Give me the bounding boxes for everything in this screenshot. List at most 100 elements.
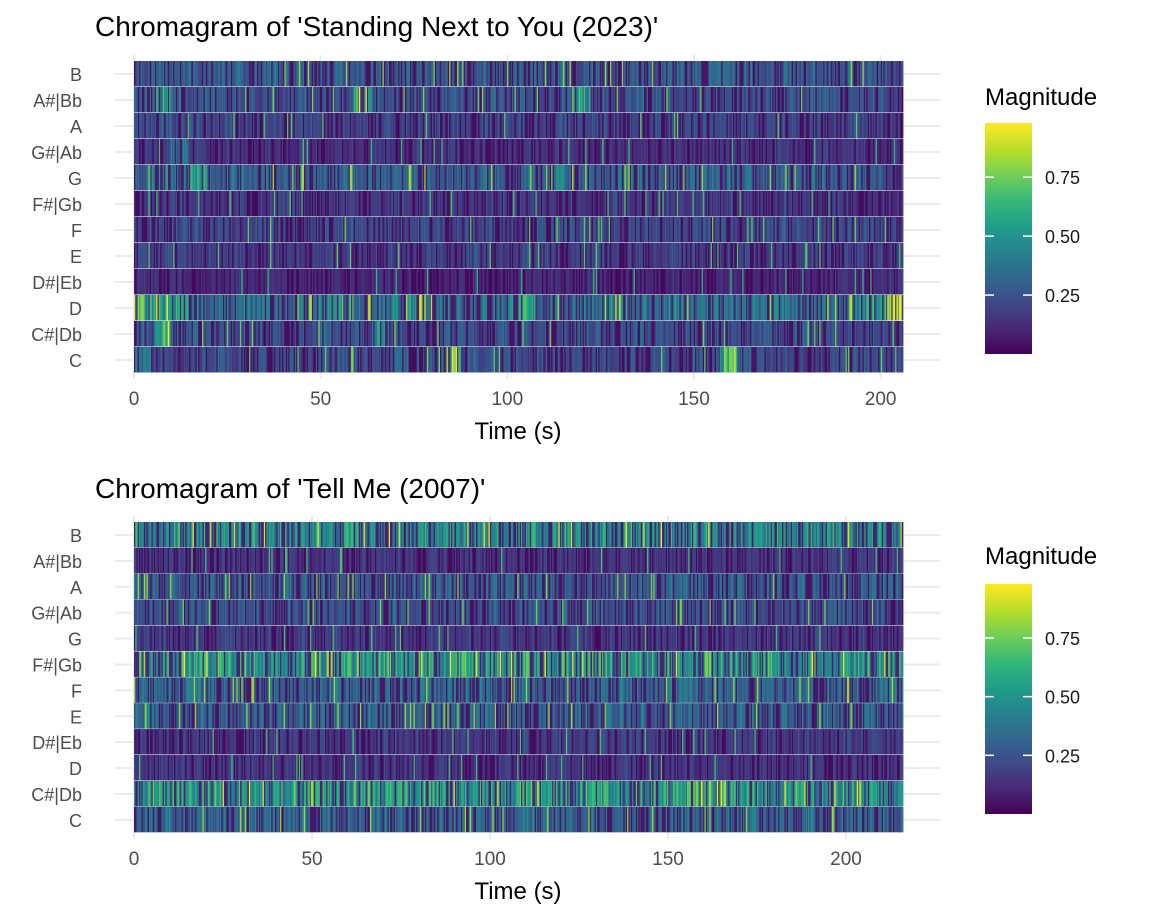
heatmap-stripe <box>772 347 774 373</box>
heatmap-stripe <box>170 269 173 295</box>
heatmap-stripe <box>283 243 285 269</box>
heatmap-stripe <box>896 321 899 347</box>
heatmap-stripe <box>479 269 481 295</box>
heatmap-stripe <box>583 295 586 321</box>
heatmap-stripe <box>330 217 332 243</box>
heatmap-stripe <box>319 347 322 373</box>
heatmap-stripe <box>870 295 872 321</box>
heatmap-stripe <box>373 321 375 347</box>
heatmap-stripe <box>713 165 715 191</box>
heatmap-stripe <box>450 243 453 269</box>
heatmap-stripe <box>505 321 507 347</box>
heatmap-stripe <box>562 347 565 373</box>
heatmap-stripe <box>551 269 553 295</box>
heatmap-stripe <box>722 321 725 347</box>
heatmap-stripe <box>474 243 476 269</box>
heatmap-stripe <box>714 243 717 269</box>
heatmap-stripe <box>706 217 709 243</box>
heatmap-stripe <box>307 347 310 373</box>
heatmap-stripe <box>613 269 616 295</box>
heatmap-stripe <box>846 243 849 269</box>
heatmap-stripe <box>164 191 166 217</box>
heatmap-stripe <box>698 269 701 295</box>
heatmap-stripe <box>777 191 780 217</box>
heatmap-stripe <box>391 347 394 373</box>
heatmap-stripe <box>430 191 433 217</box>
heatmap-stripe <box>140 347 143 373</box>
heatmap-stripe <box>355 295 357 321</box>
heatmap-stripe <box>199 191 201 217</box>
heatmap-stripe <box>577 217 579 243</box>
heatmap-stripe <box>135 321 137 347</box>
heatmap-stripe <box>814 321 816 347</box>
heatmap-stripe <box>485 269 488 295</box>
heatmap-stripe <box>634 217 637 243</box>
heatmap-stripe <box>213 321 216 347</box>
heatmap-stripe <box>849 347 851 373</box>
heatmap-stripe <box>247 191 250 217</box>
heatmap-stripe <box>785 269 787 295</box>
heatmap-stripe <box>551 165 553 191</box>
heatmap-stripe <box>582 165 585 191</box>
heatmap-stripe <box>304 295 306 321</box>
heatmap-stripe <box>570 321 573 347</box>
heatmap-stripe <box>608 321 611 347</box>
heatmap-stripe <box>317 321 319 347</box>
heatmap-stripe <box>424 165 426 191</box>
heatmap-stripe <box>219 269 221 295</box>
heatmap-stripe <box>557 321 560 347</box>
heatmap-stripe <box>453 295 455 321</box>
heatmap-stripe <box>702 243 705 269</box>
heatmap-stripe <box>568 295 570 321</box>
heatmap-stripe <box>598 217 600 243</box>
heatmap-stripe <box>340 191 343 217</box>
heatmap-stripe <box>324 321 327 347</box>
heatmap-stripe <box>429 243 432 269</box>
heatmap-stripe <box>672 243 675 269</box>
heatmap-stripe <box>786 217 789 243</box>
heatmap-stripe <box>402 217 404 243</box>
heatmap-stripe <box>141 191 144 217</box>
heatmap-stripe <box>685 217 688 243</box>
heatmap-stripe <box>868 321 871 347</box>
heatmap-stripe <box>713 295 715 321</box>
heatmap-stripe <box>157 321 160 347</box>
heatmap-stripe <box>331 243 334 269</box>
heatmap-stripe <box>178 347 181 373</box>
heatmap-stripe <box>429 347 432 373</box>
heatmap-stripe <box>880 295 883 321</box>
heatmap-stripe <box>411 243 413 269</box>
heatmap-stripe <box>695 321 697 347</box>
heatmap-stripe <box>224 321 226 347</box>
heatmap-stripe <box>152 269 154 295</box>
heatmap-stripe <box>268 347 271 373</box>
heatmap-stripe <box>360 269 362 295</box>
heatmap-stripe <box>763 321 765 347</box>
heatmap-stripe <box>306 321 309 347</box>
heatmap-stripe <box>323 295 326 321</box>
heatmap-stripe <box>351 217 353 243</box>
heatmap-stripe <box>785 165 787 191</box>
heatmap-stripe <box>536 165 539 191</box>
heatmap-stripe <box>812 295 815 321</box>
heatmap-stripe <box>426 217 429 243</box>
heatmap-stripe <box>715 243 718 269</box>
heatmap-stripe <box>366 165 369 191</box>
heatmap-stripe <box>321 321 323 347</box>
heatmap-stripe <box>377 269 379 295</box>
heatmap-stripe <box>689 217 692 243</box>
heatmap-stripe <box>638 243 641 269</box>
heatmap-stripe <box>259 321 262 347</box>
heatmap-stripe <box>806 243 808 269</box>
heatmap-stripe <box>175 347 178 373</box>
heatmap-stripe <box>275 165 277 191</box>
heatmap-stripe <box>327 347 330 373</box>
heatmap-stripe <box>216 243 218 269</box>
heatmap-stripe <box>417 165 420 191</box>
heatmap-stripe <box>151 217 153 243</box>
heatmap-stripe <box>374 165 377 191</box>
heatmap-stripe <box>556 243 558 269</box>
heatmap-stripe <box>389 321 391 347</box>
heatmap-stripe <box>714 321 717 347</box>
heatmap-stripe <box>560 165 562 191</box>
